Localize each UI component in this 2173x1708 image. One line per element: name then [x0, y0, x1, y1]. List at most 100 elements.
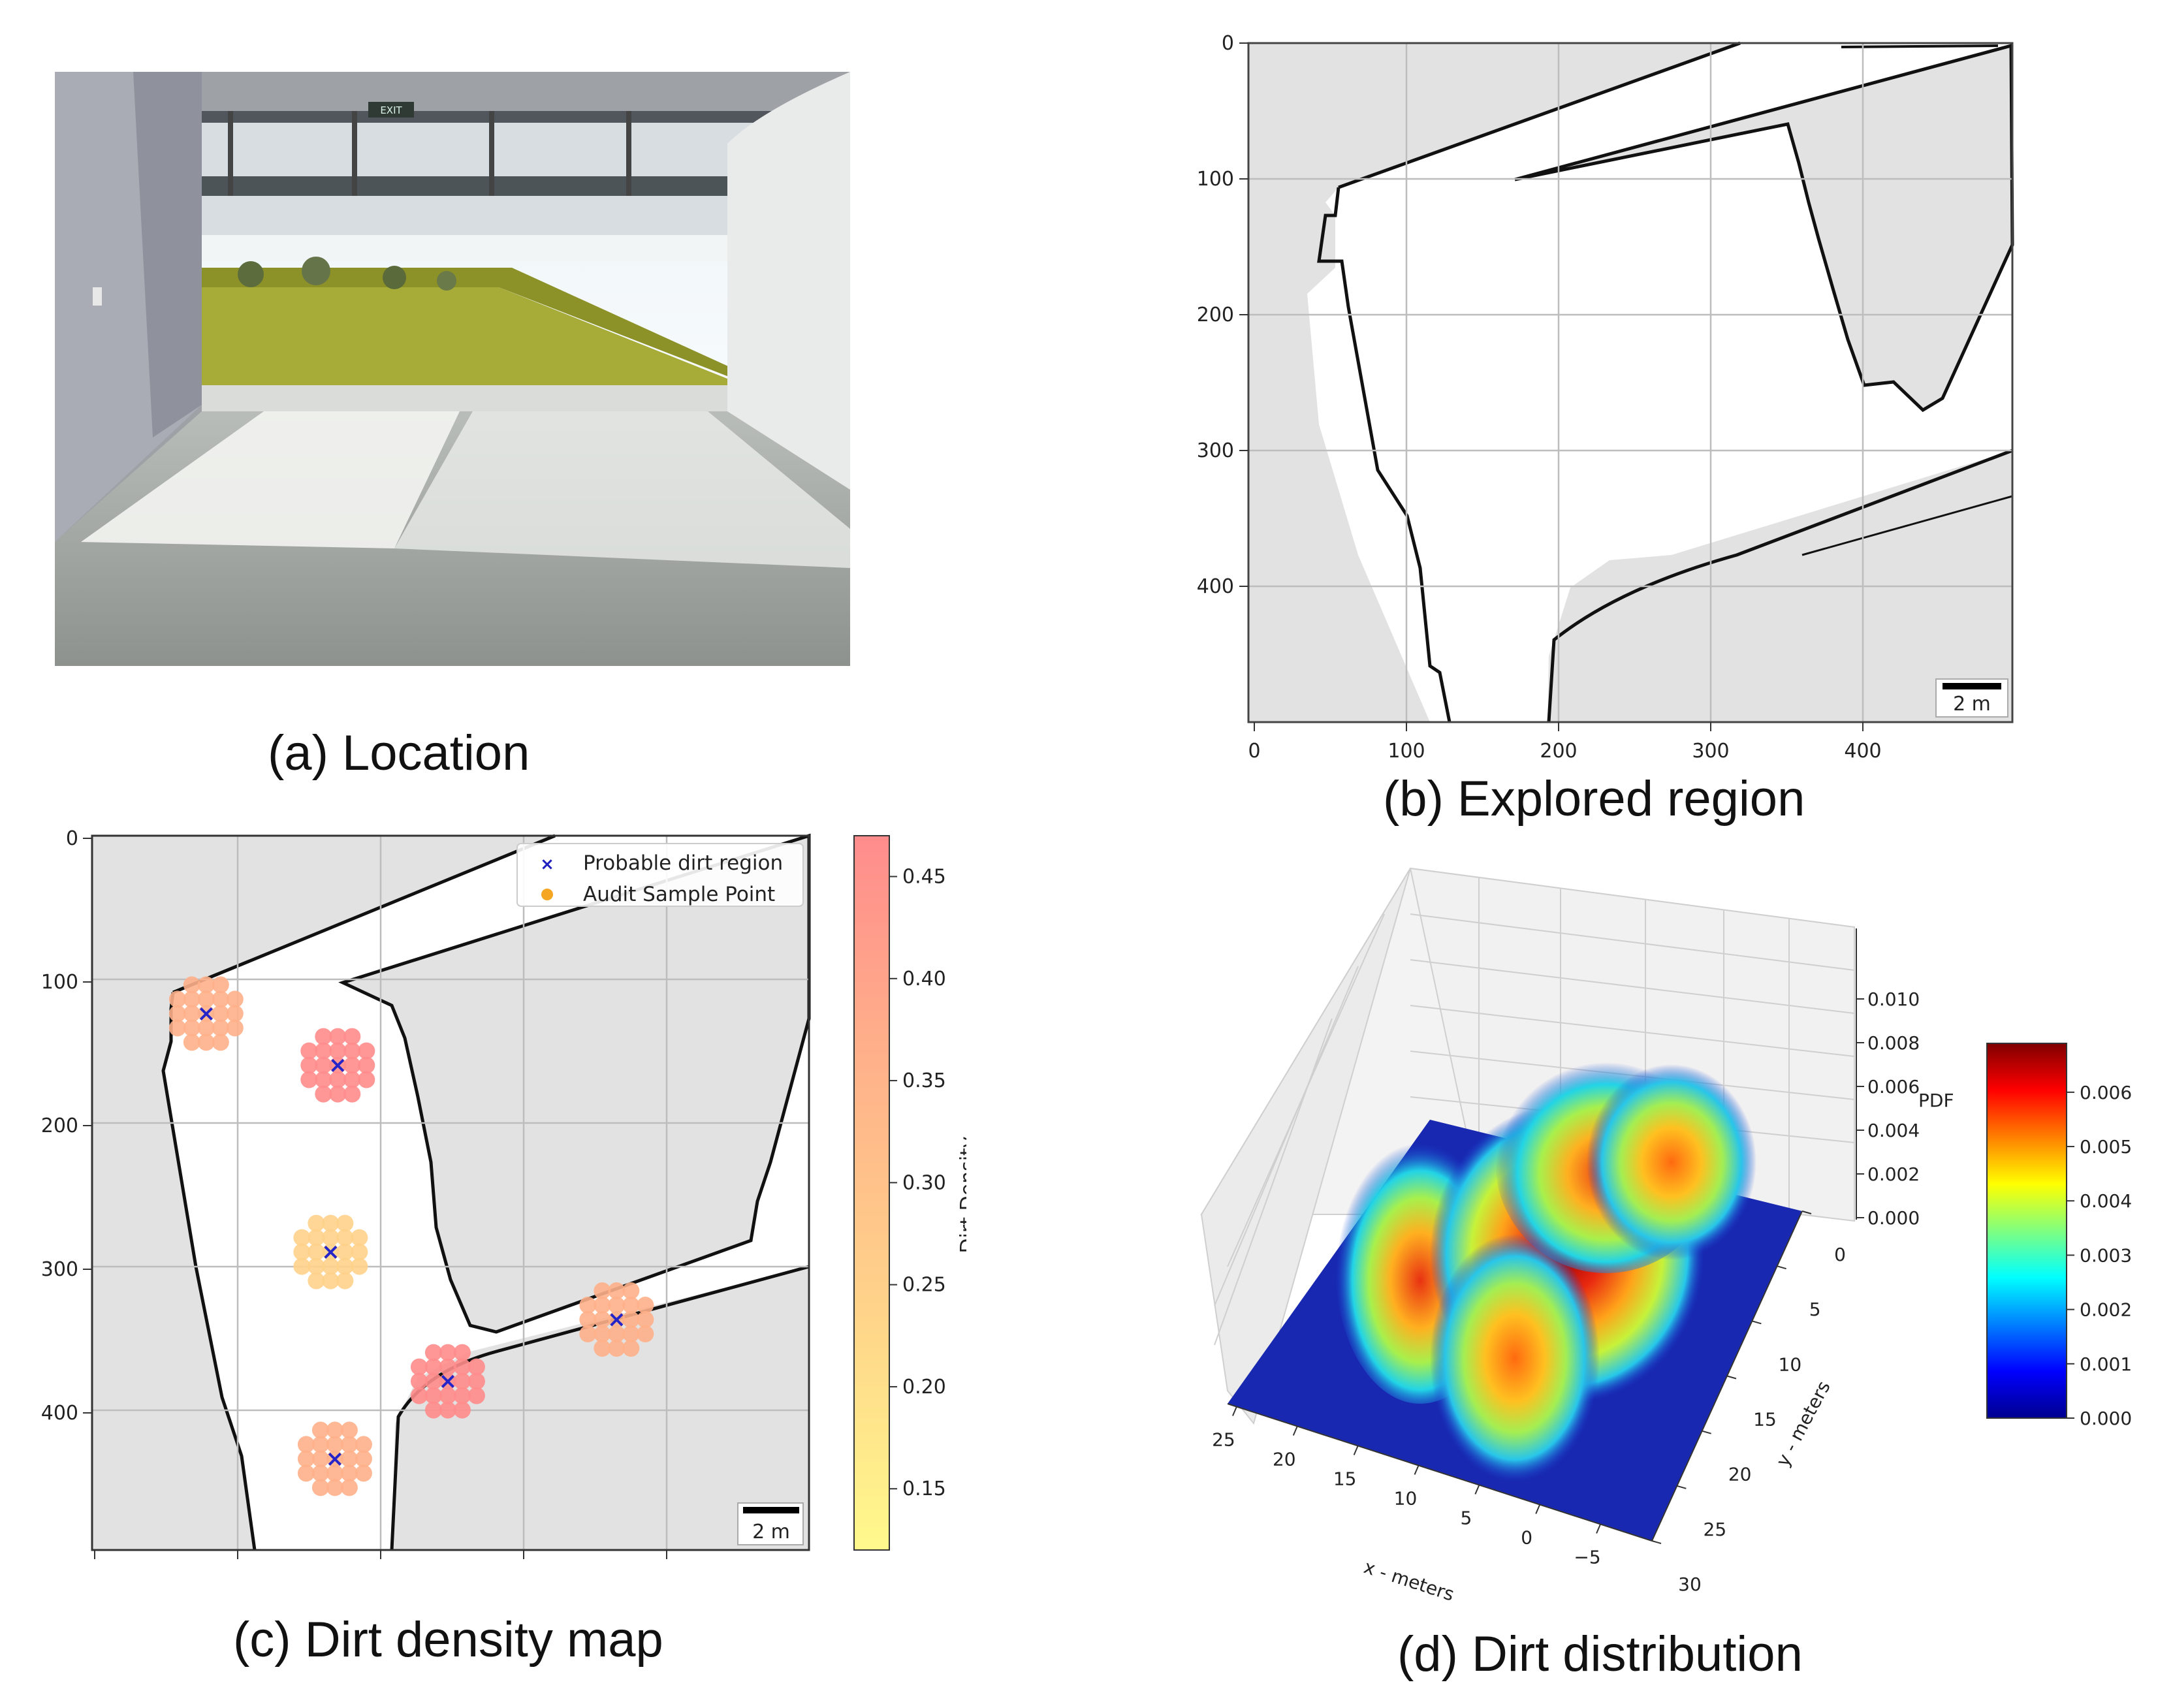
x-tick-mark — [1353, 1446, 1359, 1455]
density-cell — [340, 1421, 358, 1439]
x-axis-label: x - meters — [1361, 1556, 1457, 1605]
density-cell — [336, 1214, 354, 1232]
density-cell — [340, 1464, 358, 1482]
density-cell — [197, 1005, 215, 1022]
dirt-density-map: × × × × × × 0 100 200 300 400 0 100 200 300 4… — [41, 827, 966, 1567]
density-cell — [322, 1229, 340, 1246]
y-tick: 0 — [1222, 32, 1234, 55]
density-cell — [183, 990, 200, 1008]
density-cell — [468, 1372, 485, 1390]
legend-label: Audit Sample Point — [583, 883, 775, 906]
y-tick: 0 — [66, 827, 78, 850]
density-cell — [168, 1019, 186, 1037]
density-cell — [329, 1085, 347, 1103]
x-tick: 300 — [1692, 740, 1729, 763]
x-tick-label: 25 — [1212, 1429, 1235, 1451]
y-tick-mark — [1702, 1430, 1711, 1434]
density-cell — [311, 1421, 329, 1439]
colorbar-tick-label: 0.45 — [902, 866, 946, 889]
density-cell — [579, 1297, 597, 1314]
density-cell — [322, 1257, 340, 1275]
density-cell — [212, 1034, 229, 1051]
density-cell — [168, 990, 186, 1008]
density-cell — [308, 1214, 325, 1232]
y-tick-label: 5 — [1809, 1299, 1821, 1320]
z-axis-ticks: 0.000 0.002 0.004 0.006 0.008 0.010 — [1856, 988, 1920, 1229]
z-tick-label: 0.008 — [1867, 1032, 1920, 1054]
x-tick-label: 15 — [1333, 1468, 1357, 1490]
surface-plot: 0.000 0.002 0.004 0.006 0.008 0.010 PDF 0 5 10 1… — [1200, 867, 1954, 1605]
location-photo: EXIT — [55, 72, 850, 666]
colorbar-tick-label: 0.15 — [902, 1478, 946, 1500]
density-cell — [297, 1464, 315, 1482]
y-tick-label: 0 — [1834, 1244, 1846, 1265]
x-tick-label: 5 — [1460, 1508, 1472, 1529]
y-tick: 200 — [1197, 304, 1234, 326]
density-cell — [308, 1272, 325, 1289]
density-cell — [315, 1042, 332, 1060]
z-tick-label: 0.006 — [1867, 1076, 1920, 1098]
density-cell — [326, 1450, 343, 1468]
legend-dot-marker — [541, 889, 553, 900]
probable-dirt-marker: × — [328, 1052, 347, 1079]
y-tick-mark — [1677, 1485, 1687, 1489]
z-axis-label: PDF — [1918, 1090, 1954, 1111]
density-cell — [329, 1028, 347, 1045]
y-tick-mark — [1651, 1540, 1662, 1544]
dirt-density-cells — [168, 976, 654, 1496]
caption-d: (d) Dirt distribution — [1397, 1626, 1803, 1682]
density-cell — [311, 1479, 329, 1496]
density-cell — [424, 1387, 442, 1404]
caption-a: (a) Location — [268, 725, 530, 781]
scale-label: 2 m — [1953, 693, 1991, 716]
y-tick-mark — [1801, 1210, 1812, 1214]
probable-dirt-marker: × — [326, 1446, 345, 1472]
density-cell — [358, 1056, 375, 1074]
density-cell — [183, 1034, 200, 1051]
probable-dirt-marker: × — [607, 1306, 626, 1333]
colorbar-ticks: 0.000 0.001 0.002 0.003 0.004 0.005 0.006 — [2067, 1082, 2132, 1429]
density-cell — [300, 1042, 318, 1060]
probable-dirt-marker: × — [197, 1000, 216, 1026]
density-cell — [326, 1421, 343, 1439]
x-tick: 200 — [1540, 740, 1577, 763]
colorbar-tick-label: 0.20 — [902, 1376, 946, 1399]
density-cell — [410, 1387, 428, 1404]
legend-label: Probable dirt region — [583, 851, 783, 875]
density-cell — [424, 1358, 442, 1376]
x-tick: 0 — [88, 1566, 101, 1567]
density-cell — [439, 1358, 456, 1376]
density-cell — [622, 1340, 640, 1357]
x-tick: 200 — [362, 1566, 399, 1567]
x-tick-label: 0 — [1521, 1527, 1532, 1549]
x-tick: 100 — [1388, 740, 1425, 763]
density-cell — [308, 1229, 325, 1246]
y-tick: 100 — [1197, 168, 1234, 191]
y-tick: 200 — [41, 1115, 78, 1137]
y-tick: 400 — [1197, 575, 1234, 598]
density-cell — [340, 1479, 358, 1496]
density-cell — [594, 1340, 611, 1357]
x-tick-mark — [1232, 1406, 1237, 1416]
density-cell — [226, 1019, 244, 1037]
density-cell — [410, 1358, 428, 1376]
density-cell — [637, 1311, 654, 1328]
density-cell — [311, 1464, 329, 1482]
density-cell — [424, 1372, 442, 1390]
density-cell — [308, 1243, 325, 1261]
density-cell — [358, 1071, 375, 1088]
density-cell — [439, 1387, 456, 1404]
x-tick-label: 10 — [1394, 1488, 1418, 1510]
density-cell — [637, 1297, 654, 1314]
exit-sign — [368, 102, 414, 118]
density-cell — [594, 1311, 611, 1328]
colorbar-tick-label: 0.30 — [902, 1171, 946, 1194]
density-cell — [453, 1387, 471, 1404]
y-tick: 300 — [1197, 439, 1234, 462]
density-cell — [322, 1214, 340, 1232]
y-tick: 300 — [41, 1258, 78, 1281]
legend-x-marker: × — [540, 855, 554, 874]
colorbar-tick-label: 0.000 — [2080, 1408, 2132, 1429]
x-tick: 400 — [648, 1566, 685, 1567]
density-cell — [424, 1344, 442, 1361]
